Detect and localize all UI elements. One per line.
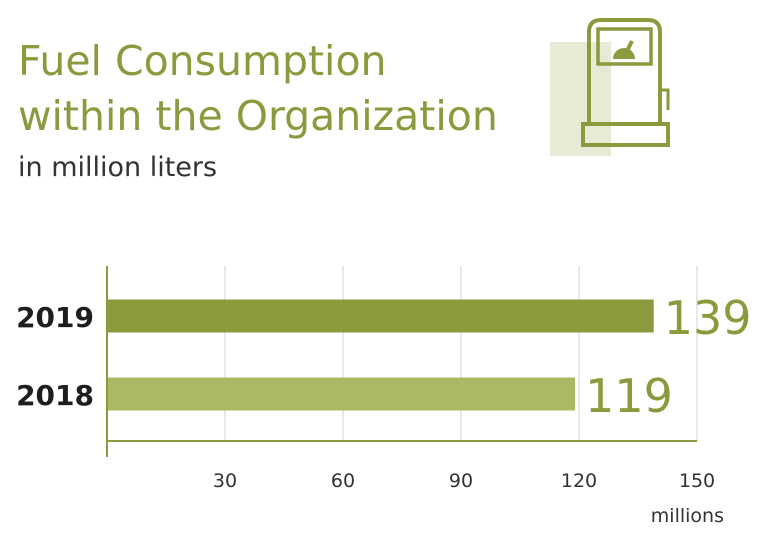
value-label-2018: 119 [585,369,673,423]
chart-title-line-2: within the Organization [18,92,498,140]
bar-2018 [107,377,576,411]
chart-title: Fuel Consumption within the Organization [18,34,498,144]
fuel-pump-icon-display [596,27,653,66]
fuel-pump-icon [550,18,670,156]
chart-axes [106,266,697,457]
x-axis-label: millions [651,505,724,527]
chart-subtitle: in million liters [18,152,218,183]
fuel-pump-icon-backdrop [550,42,611,156]
chart-title-line-1: Fuel Consumption [18,37,387,85]
fuel-pump-icon-hose [660,88,670,110]
x-tick-label-90: 90 [449,470,473,492]
chart-gridlines [224,266,698,441]
x-tick-label-30: 30 [213,470,237,492]
fuel-pump-icon-body [587,18,662,124]
x-tick-label-120: 120 [561,470,597,492]
x-tick-label-150: 150 [679,470,715,492]
bar-2019 [107,299,654,333]
chart-labels: 2019 139 2018 119 30 60 90 120 150 millions [16,291,751,527]
fuel-pump-icon-base [581,122,670,147]
x-tick-label-60: 60 [331,470,355,492]
fuel-pump-icon-needle [622,40,634,58]
category-label-2019: 2019 [16,301,94,334]
category-label-2018: 2018 [16,379,94,412]
value-label-2019: 139 [664,291,752,345]
chart-bars [107,299,654,411]
